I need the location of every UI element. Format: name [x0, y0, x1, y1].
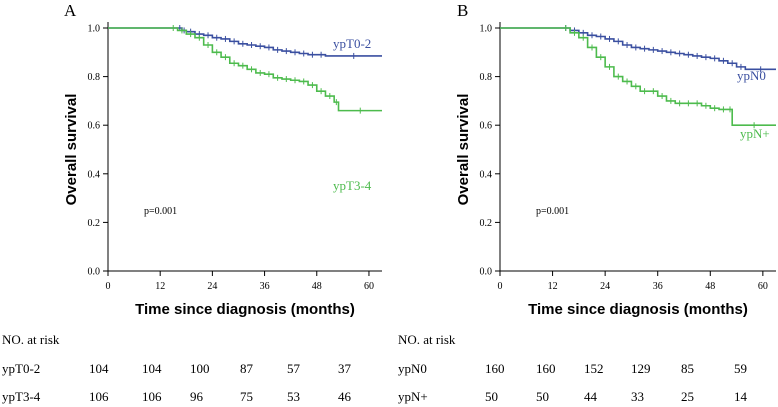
- at-risk-value: 106: [142, 389, 162, 404]
- at-risk-value: 46: [338, 389, 352, 404]
- at-risk-value: 100: [190, 361, 210, 376]
- at-risk-value: 50: [536, 389, 549, 404]
- x-tick-label: 36: [260, 281, 270, 292]
- x-tick-label: 12: [548, 281, 558, 292]
- p-value-annotation: p=0.001: [144, 206, 177, 217]
- at-risk-value: 129: [631, 361, 651, 376]
- y-tick-label: 0.0: [480, 267, 493, 278]
- at-risk-value: 75: [240, 389, 253, 404]
- at-risk-row-label: ypT3-4: [2, 389, 41, 404]
- x-tick-label: 60: [364, 281, 374, 292]
- at-risk-value: 14: [734, 389, 748, 404]
- at-risk-value: 44: [584, 389, 598, 404]
- at-risk-title: NO. at risk: [398, 332, 456, 347]
- x-tick-label: 24: [207, 281, 217, 292]
- y-tick-label: 0.6: [88, 121, 101, 132]
- panel-label: A: [64, 1, 77, 20]
- x-tick-label: 36: [653, 281, 663, 292]
- y-tick-label: 0.8: [88, 72, 101, 83]
- series-line-ypN0: [500, 27, 776, 71]
- at-risk-value: 96: [190, 389, 204, 404]
- x-tick-label: 48: [312, 281, 322, 292]
- x-tick-label: 0: [498, 281, 503, 292]
- series-label-ypN+: ypN+: [740, 126, 770, 141]
- at-risk-value: 106: [89, 389, 109, 404]
- at-risk-value: 25: [681, 389, 694, 404]
- x-tick-label: 0: [106, 281, 111, 292]
- at-risk-value: 160: [536, 361, 556, 376]
- x-tick-label: 12: [155, 281, 165, 292]
- at-risk-row-label: ypT0-2: [2, 361, 40, 376]
- at-risk-value: 33: [631, 389, 644, 404]
- y-tick-label: 0.6: [480, 121, 493, 132]
- at-risk-value: 104: [142, 361, 162, 376]
- at-risk-title: NO. at risk: [2, 332, 60, 347]
- series-line-ypN+: [500, 27, 776, 126]
- y-tick-label: 0.4: [88, 169, 101, 180]
- at-risk-row-label: ypN0: [398, 361, 427, 376]
- y-tick-label: 0.2: [88, 218, 101, 229]
- p-value-annotation: p=0.001: [536, 206, 569, 217]
- y-axis-label: Overall survival: [63, 94, 80, 206]
- y-tick-label: 1.0: [88, 24, 101, 35]
- x-tick-label: 60: [758, 281, 768, 292]
- series-line-ypT3-4: [108, 27, 382, 112]
- panel-label: B: [457, 1, 468, 20]
- y-axis-label: Overall survival: [455, 94, 472, 206]
- at-risk-value: 57: [287, 361, 301, 376]
- at-risk-value: 160: [485, 361, 505, 376]
- x-tick-label: 24: [600, 281, 610, 292]
- x-axis-label: Time since diagnosis (months): [135, 301, 355, 318]
- at-risk-value: 104: [89, 361, 109, 376]
- series-line-ypT0-2: [108, 27, 382, 57]
- y-tick-label: 0.2: [480, 218, 493, 229]
- at-risk-value: 152: [584, 361, 604, 376]
- at-risk-row-label: ypN+: [398, 389, 428, 404]
- x-axis-label: Time since diagnosis (months): [528, 301, 748, 318]
- y-tick-label: 1.0: [480, 24, 493, 35]
- series-label-ypT0-2: ypT0-2: [333, 36, 371, 51]
- at-risk-value: 59: [734, 361, 747, 376]
- at-risk-value: 53: [287, 389, 300, 404]
- series-label-ypT3-4: ypT3-4: [333, 178, 372, 193]
- y-tick-label: 0.8: [480, 72, 493, 83]
- at-risk-value: 37: [338, 361, 352, 376]
- x-tick-label: 48: [705, 281, 715, 292]
- y-tick-label: 0.4: [480, 169, 493, 180]
- y-tick-label: 0.0: [88, 267, 101, 278]
- at-risk-value: 85: [681, 361, 694, 376]
- at-risk-value: 50: [485, 389, 498, 404]
- series-label-ypN0: ypN0: [737, 68, 766, 83]
- at-risk-value: 87: [240, 361, 254, 376]
